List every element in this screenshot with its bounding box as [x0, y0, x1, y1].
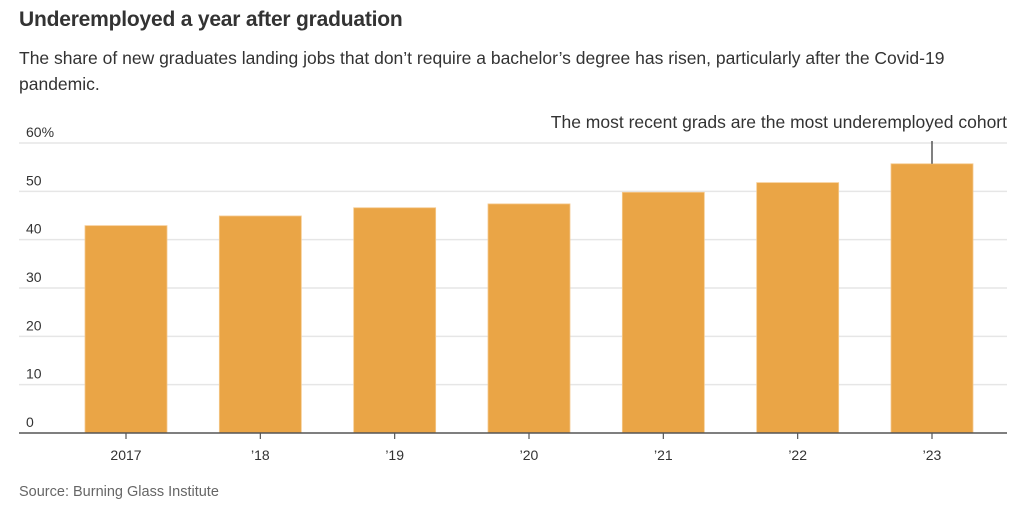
x-axis [19, 432, 1007, 439]
bar [621, 191, 705, 434]
bar [890, 163, 974, 434]
bar [218, 215, 302, 434]
x-tick-label: ’19 [385, 447, 404, 463]
bar [353, 207, 437, 434]
x-axis-labels: 2017 ’18 ’19 ’20 ’21 ’22 ’23 [110, 447, 941, 463]
y-axis-labels: 0 10 20 30 40 50 60% [26, 124, 54, 430]
chart-title: Underemployed a year after graduation [19, 8, 403, 31]
bar [487, 203, 571, 434]
y-tick-label: 50 [26, 172, 42, 188]
y-tick-label: 0 [26, 414, 34, 430]
bar [756, 182, 840, 434]
x-tick-label: 2017 [110, 447, 141, 463]
y-tick-label: 20 [26, 317, 42, 333]
bars [84, 163, 974, 434]
x-tick-label: ’23 [923, 447, 942, 463]
x-tick-label: ’21 [654, 447, 673, 463]
y-tick-label: 30 [26, 269, 42, 285]
x-tick-label: ’22 [788, 447, 807, 463]
chart-subtitle: The share of new graduates landing jobs … [19, 48, 945, 94]
y-tick-label: 10 [26, 366, 42, 382]
chart-annotation: The most recent grads are the most under… [550, 112, 1007, 132]
x-tick-label: ’18 [251, 447, 270, 463]
y-tick-label: 40 [26, 221, 42, 237]
x-tick-label: ’20 [520, 447, 539, 463]
y-tick-label: 60% [26, 124, 54, 140]
bar [84, 225, 168, 434]
source-note: Source: Burning Glass Institute [19, 484, 219, 500]
